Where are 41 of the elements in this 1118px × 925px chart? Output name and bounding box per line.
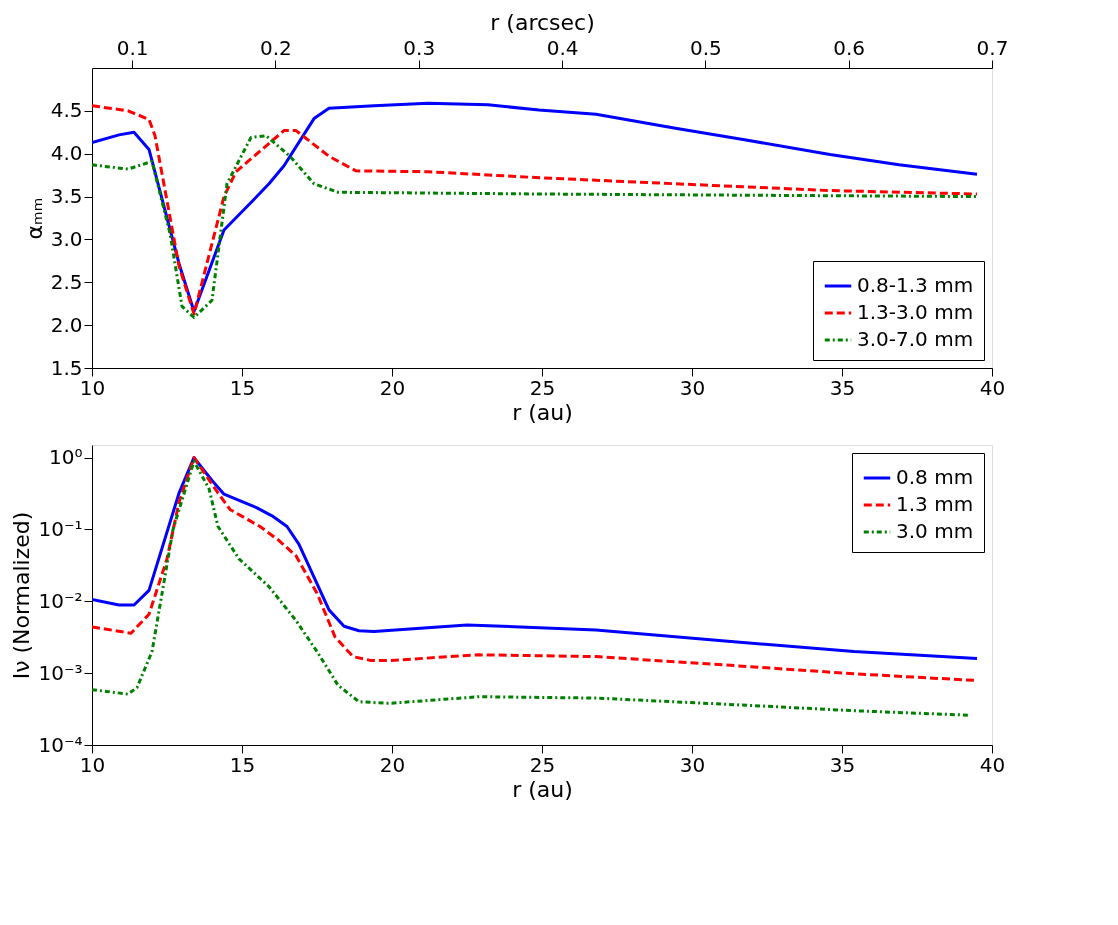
y-tick-label: 10⁻²: [38, 588, 83, 613]
y-tick-label: 10⁻¹: [38, 516, 83, 541]
y-tick-label: 3.5: [50, 184, 83, 209]
y-tick-label: 10⁰: [49, 445, 83, 470]
y-axis-title: Iν (Normalized): [9, 511, 35, 680]
x2-tick-label: 0.6: [833, 35, 866, 60]
x-tick-label: 30: [679, 752, 706, 777]
x2-tick-label: 0.7: [976, 35, 1009, 60]
x-tick-label: 15: [229, 752, 256, 777]
x2-tick-label: 0.2: [260, 35, 292, 60]
x-tick-label: 25: [529, 752, 556, 777]
y-tick-label: 10⁻³: [38, 660, 83, 685]
x-tick-label: 20: [379, 375, 406, 400]
x-axis-title: r (au): [512, 399, 573, 425]
y-tick-label: 4.0: [50, 141, 83, 166]
x-tick-label: 30: [679, 375, 706, 400]
x-tick-label: 40: [979, 752, 1006, 777]
x2-tick-label: 0.4: [546, 35, 579, 60]
x-axis-title: r (au): [512, 776, 573, 802]
x2-tick-label: 0.1: [116, 35, 149, 60]
legend-label: 3.0-7.0 mm: [857, 327, 974, 351]
y-tick-label: 4.5: [50, 98, 83, 123]
x-tick-label: 35: [829, 752, 856, 777]
y-tick-label: 3.0: [50, 226, 83, 251]
x-tick-label: 25: [529, 375, 556, 400]
x2-tick-label: 0.5: [689, 35, 722, 60]
y-tick-label: 2.5: [50, 269, 83, 294]
x-tick-label: 15: [229, 375, 256, 400]
x-tick-label: 20: [379, 752, 406, 777]
x2-tick-label: 0.3: [403, 35, 436, 60]
legend-label: 1.3-3.0 mm: [857, 300, 974, 324]
y-axis-title: αₘₘ: [21, 197, 47, 240]
legend-label: 3.0 mm: [896, 519, 974, 543]
legend-label: 0.8-1.3 mm: [857, 273, 974, 297]
x-tick-label: 40: [979, 375, 1006, 400]
x-tick-label: 35: [829, 375, 856, 400]
y-tick-label: 2.0: [50, 312, 83, 337]
line-series: [92, 134, 979, 319]
legend-label: 1.3 mm: [896, 492, 974, 516]
x2-axis-title: r (arcsec): [490, 9, 595, 35]
legend-label: 0.8 mm: [896, 465, 974, 489]
